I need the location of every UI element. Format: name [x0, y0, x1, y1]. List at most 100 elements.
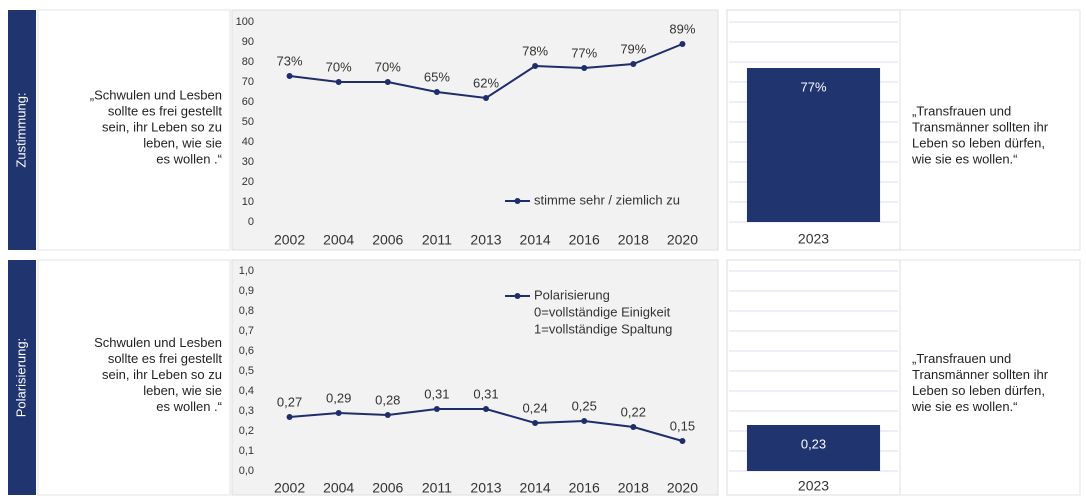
bar — [746, 425, 881, 471]
data-point — [433, 406, 440, 412]
x-tick-label: 2004 — [323, 232, 354, 248]
y-tick-label: 30 — [242, 156, 254, 168]
annotation: 0=vollständige Einigkeit — [534, 304, 671, 319]
quote-panel — [37, 259, 231, 496]
quote-text: es wollen .“ — [156, 151, 222, 166]
value-label: 79% — [620, 41, 646, 56]
row-label: Polarisierung: — [13, 338, 28, 418]
value-label: 0,28 — [375, 392, 400, 407]
chart-panel — [231, 9, 719, 251]
y-tick-label: 50 — [242, 116, 254, 128]
bar — [746, 68, 881, 222]
y-tick-label: 0,6 — [239, 345, 254, 357]
value-label: 0,31 — [473, 386, 498, 401]
value-label: 73% — [277, 53, 303, 68]
value-label: 0,22 — [621, 404, 646, 419]
value-label: 0,31 — [424, 386, 449, 401]
y-tick-label: 0,9 — [239, 285, 254, 297]
y-tick-label: 0,4 — [239, 385, 254, 397]
value-label: 0,29 — [326, 390, 351, 405]
value-label: 65% — [424, 69, 450, 84]
y-tick-label: 0,8 — [239, 305, 254, 317]
quote-text: Transmänner sollten ihr — [912, 367, 1049, 382]
x-tick-label: 2013 — [470, 232, 501, 248]
data-point — [483, 95, 489, 101]
y-tick-label: 20 — [242, 176, 254, 188]
chart-panel — [231, 259, 719, 496]
legend-label: stimme sehr / ziemlich zu — [534, 192, 680, 207]
row-label-bar — [8, 260, 36, 495]
data-point — [384, 79, 391, 85]
data-point — [630, 424, 637, 430]
x-tick-label: 2014 — [520, 232, 551, 248]
quote-text: leben, wie sie — [143, 135, 222, 150]
x-tick-label: 2006 — [372, 232, 403, 248]
x-tick-label: 2002 — [274, 232, 305, 248]
value-label: 77% — [571, 45, 597, 60]
row-label-bar — [8, 10, 36, 250]
y-tick-label: 1,0 — [239, 265, 254, 277]
legend-swatch-dot — [514, 293, 521, 299]
data-point — [335, 79, 342, 85]
data-point — [286, 73, 293, 79]
value-label: 77% — [800, 79, 826, 94]
x-tick-label: 2002 — [274, 480, 305, 496]
data-point — [532, 420, 539, 426]
x-tick-label: 2018 — [618, 480, 649, 496]
y-tick-label: 60 — [242, 96, 254, 108]
value-label: 62% — [473, 75, 499, 90]
data-point — [679, 41, 686, 47]
quote-text: Transmänner sollten ihr — [912, 119, 1049, 134]
quote-text: „Transfrauen und — [912, 351, 1011, 366]
value-label: 0,25 — [572, 398, 597, 413]
y-tick-label: 0,2 — [239, 425, 254, 437]
value-label: 0,23 — [801, 436, 826, 451]
value-label: 70% — [375, 59, 401, 74]
row-label: Zustimmung: — [13, 92, 28, 167]
value-label: 78% — [522, 43, 548, 58]
x-tick-label: 2013 — [470, 480, 501, 496]
legend-swatch-dot — [514, 198, 521, 204]
quote-text: es wollen .“ — [156, 399, 222, 414]
data-point — [286, 414, 293, 420]
y-tick-label: 0,5 — [239, 365, 254, 377]
y-tick-label: 0,3 — [239, 405, 254, 417]
quote-panel — [899, 259, 1081, 496]
x-tick-label: 2023 — [798, 231, 829, 247]
quote-text: Leben so leben dürfen, — [912, 135, 1045, 150]
quote-text: wie sie es wollen.“ — [911, 151, 1018, 166]
quote-panel — [899, 9, 1081, 251]
x-tick-label: 2016 — [569, 232, 600, 248]
value-label: 89% — [669, 21, 695, 36]
x-tick-label: 2023 — [798, 478, 829, 494]
y-tick-label: 0,7 — [239, 325, 254, 337]
x-tick-label: 2020 — [667, 232, 698, 248]
quote-text: leben, wie sie — [143, 383, 222, 398]
value-label: 70% — [326, 59, 352, 74]
x-tick-label: 2018 — [618, 232, 649, 248]
quote-panel — [37, 9, 231, 251]
quote-text: „Schwulen und Lesben — [90, 87, 222, 102]
y-tick-label: 90 — [242, 36, 254, 48]
quote-text: „Transfrauen und — [912, 103, 1011, 118]
legend-label: Polarisierung — [534, 287, 610, 302]
annotation: 1=vollständige Spaltung — [534, 321, 672, 336]
x-tick-label: 2011 — [422, 232, 452, 248]
quote-text: Leben so leben dürfen, — [912, 383, 1045, 398]
y-tick-label: 0 — [248, 216, 254, 228]
x-tick-label: 2014 — [520, 480, 551, 496]
data-point — [532, 63, 539, 69]
data-point — [679, 438, 686, 444]
quote-text: sollte es frei gestellt — [108, 351, 223, 366]
x-tick-label: 2020 — [667, 480, 698, 496]
quote-text: wie sie es wollen.“ — [911, 399, 1018, 414]
quote-text: sein, ihr Leben so zu — [102, 119, 222, 134]
x-tick-label: 2016 — [569, 480, 600, 496]
y-tick-label: 0,1 — [239, 445, 254, 457]
y-tick-label: 40 — [242, 136, 254, 148]
x-tick-label: 2011 — [422, 480, 452, 496]
data-point — [630, 61, 637, 67]
x-tick-label: 2006 — [372, 480, 403, 496]
y-tick-label: 0,0 — [239, 465, 254, 477]
